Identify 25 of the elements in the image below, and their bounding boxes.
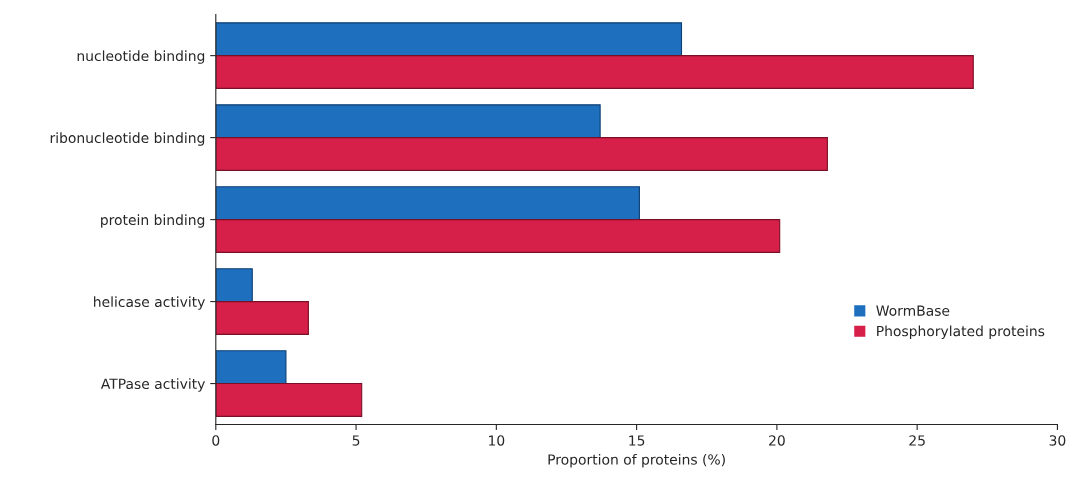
- x-tick-label: 25: [909, 435, 925, 446]
- bar: [215, 104, 601, 139]
- x-axis-title: Proportion of proteins (%): [548, 453, 725, 468]
- bar: [215, 186, 640, 221]
- bar: [215, 383, 363, 417]
- x-tick-label: 15: [629, 435, 645, 446]
- x-tick-label: 30: [1049, 435, 1066, 446]
- y-tick-label: nucleotide binding: [77, 50, 205, 64]
- legend-label: Phosphorylated proteins: [877, 325, 1045, 339]
- legend-label: WormBase: [876, 305, 950, 316]
- y-tick-label: protein binding: [101, 214, 205, 228]
- y-tick-label: ribonucleotide binding: [50, 132, 205, 146]
- bar: [215, 219, 781, 253]
- bar: [215, 350, 287, 385]
- bar: [215, 22, 683, 57]
- x-tick-label: 20: [769, 435, 785, 446]
- y-tick-label: helicase activity: [94, 296, 205, 310]
- bar: [215, 137, 828, 171]
- bar: [215, 301, 309, 335]
- y-tick-label: ATPase activity: [100, 378, 205, 392]
- x-tick-label: 0: [212, 435, 220, 446]
- bar: [215, 268, 253, 303]
- x-tick-label: 10: [489, 435, 505, 446]
- x-tick-label: 5: [352, 435, 360, 446]
- bar: [215, 55, 974, 89]
